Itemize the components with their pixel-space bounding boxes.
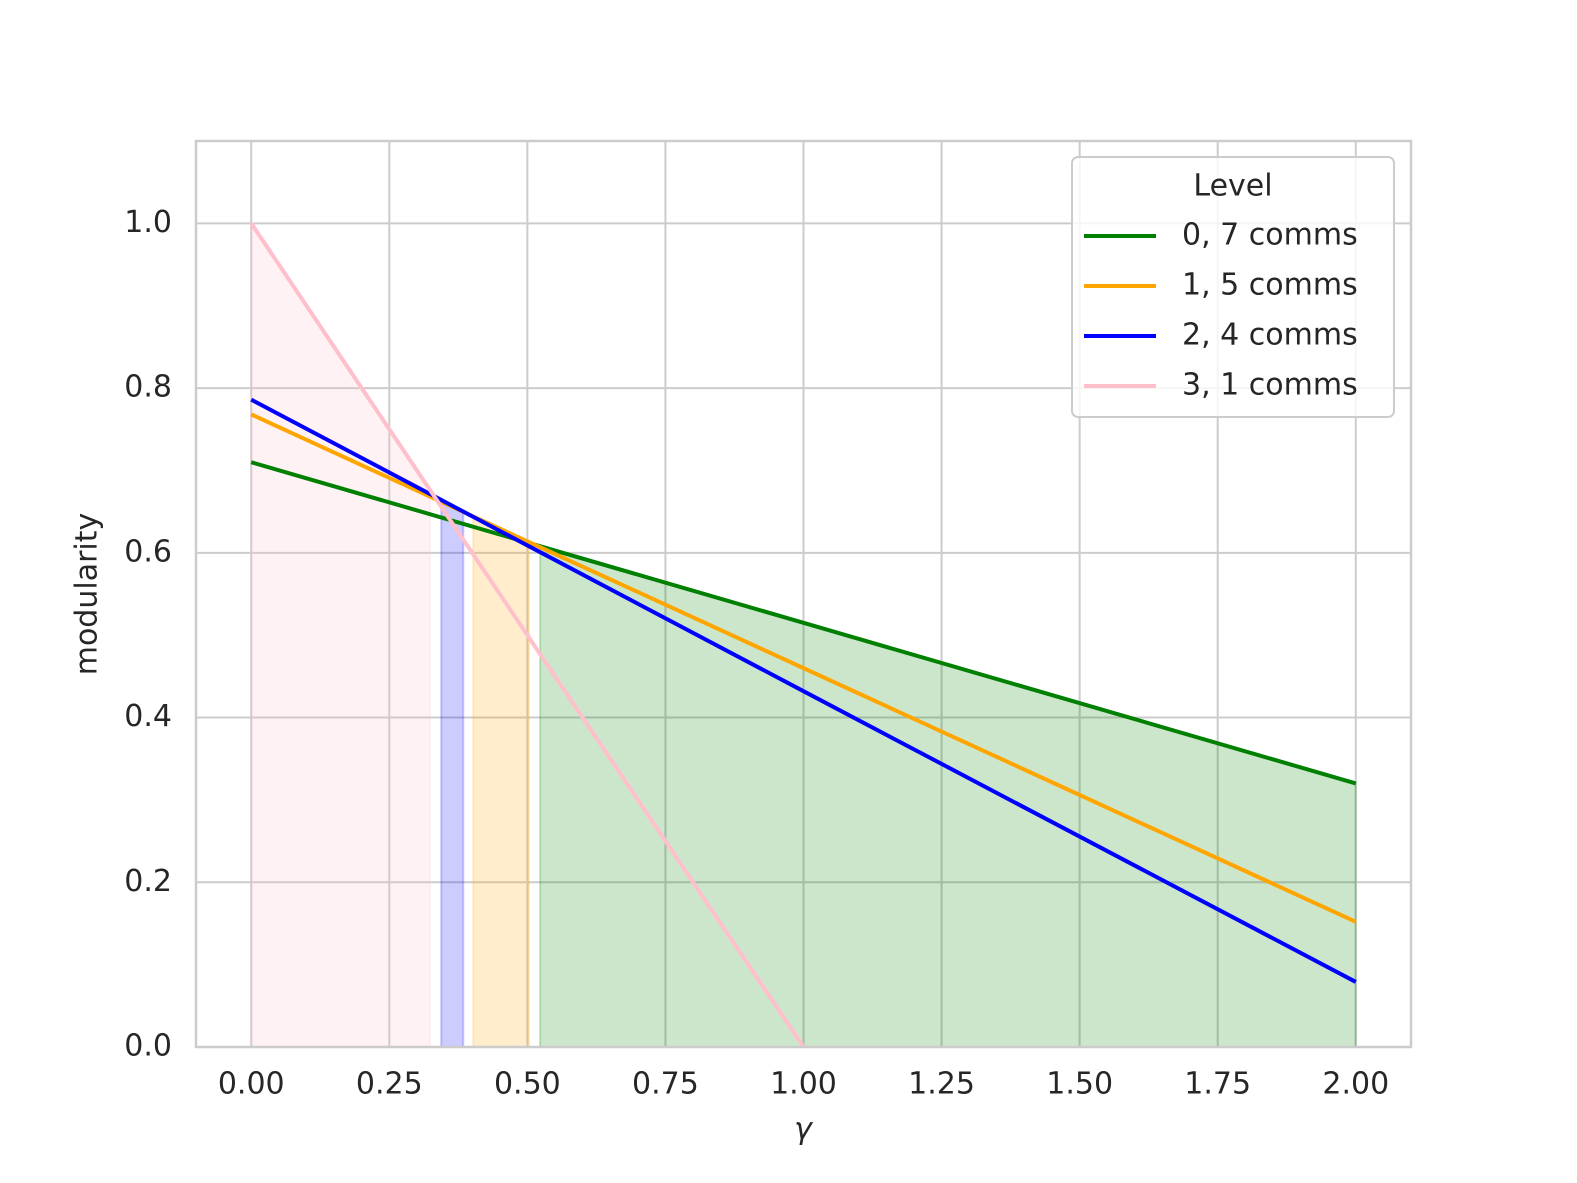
y-axis-label: modularity	[70, 513, 105, 676]
series-line	[250, 460, 1357, 786]
x-tick-label: 1.00	[770, 1067, 837, 1102]
legend-box	[1071, 156, 1395, 418]
x-tick-label: 1.75	[1184, 1067, 1251, 1102]
x-tick-label: 0.50	[494, 1067, 561, 1102]
y-tick-label: 0.6	[124, 534, 172, 569]
legend-title: Level	[1193, 169, 1272, 204]
legend-label: 3, 1 comms	[1182, 368, 1358, 403]
x-tick-label: 2.00	[1322, 1067, 1389, 1102]
y-tick-label: 0.4	[124, 699, 172, 734]
y-tick-label: 0.0	[124, 1029, 172, 1064]
y-tick-label: 1.0	[124, 205, 172, 240]
x-tick-label: 0.00	[218, 1067, 285, 1102]
y-tick-label: 0.8	[124, 370, 172, 405]
range-fill	[440, 498, 465, 1048]
x-tick-label: 1.50	[1046, 1067, 1113, 1102]
series-line	[249, 222, 806, 1049]
legend-label: 1, 5 comms	[1182, 268, 1358, 303]
legend-label: 0, 7 comms	[1182, 218, 1358, 253]
x-tick-label: 1.25	[908, 1067, 975, 1102]
y-tick-label: 0.2	[124, 864, 172, 899]
x-tick-label: 0.25	[356, 1067, 423, 1102]
plot-frame	[194, 139, 1413, 1049]
x-axis-label: γ	[794, 1112, 814, 1147]
legend-label: 2, 4 comms	[1182, 318, 1358, 353]
x-tick-label: 0.75	[632, 1067, 699, 1102]
